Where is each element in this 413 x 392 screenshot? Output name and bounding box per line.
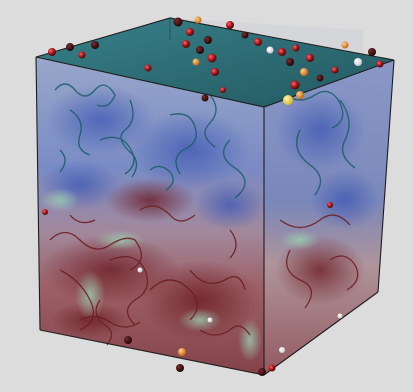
lower-red-plumes — [40, 178, 365, 340]
particles — [42, 16, 384, 376]
green-wisps — [40, 188, 320, 362]
cube-top-face — [36, 18, 394, 107]
teal-vortex-filaments — [54, 83, 356, 199]
red-vortex-filaments — [49, 205, 359, 346]
